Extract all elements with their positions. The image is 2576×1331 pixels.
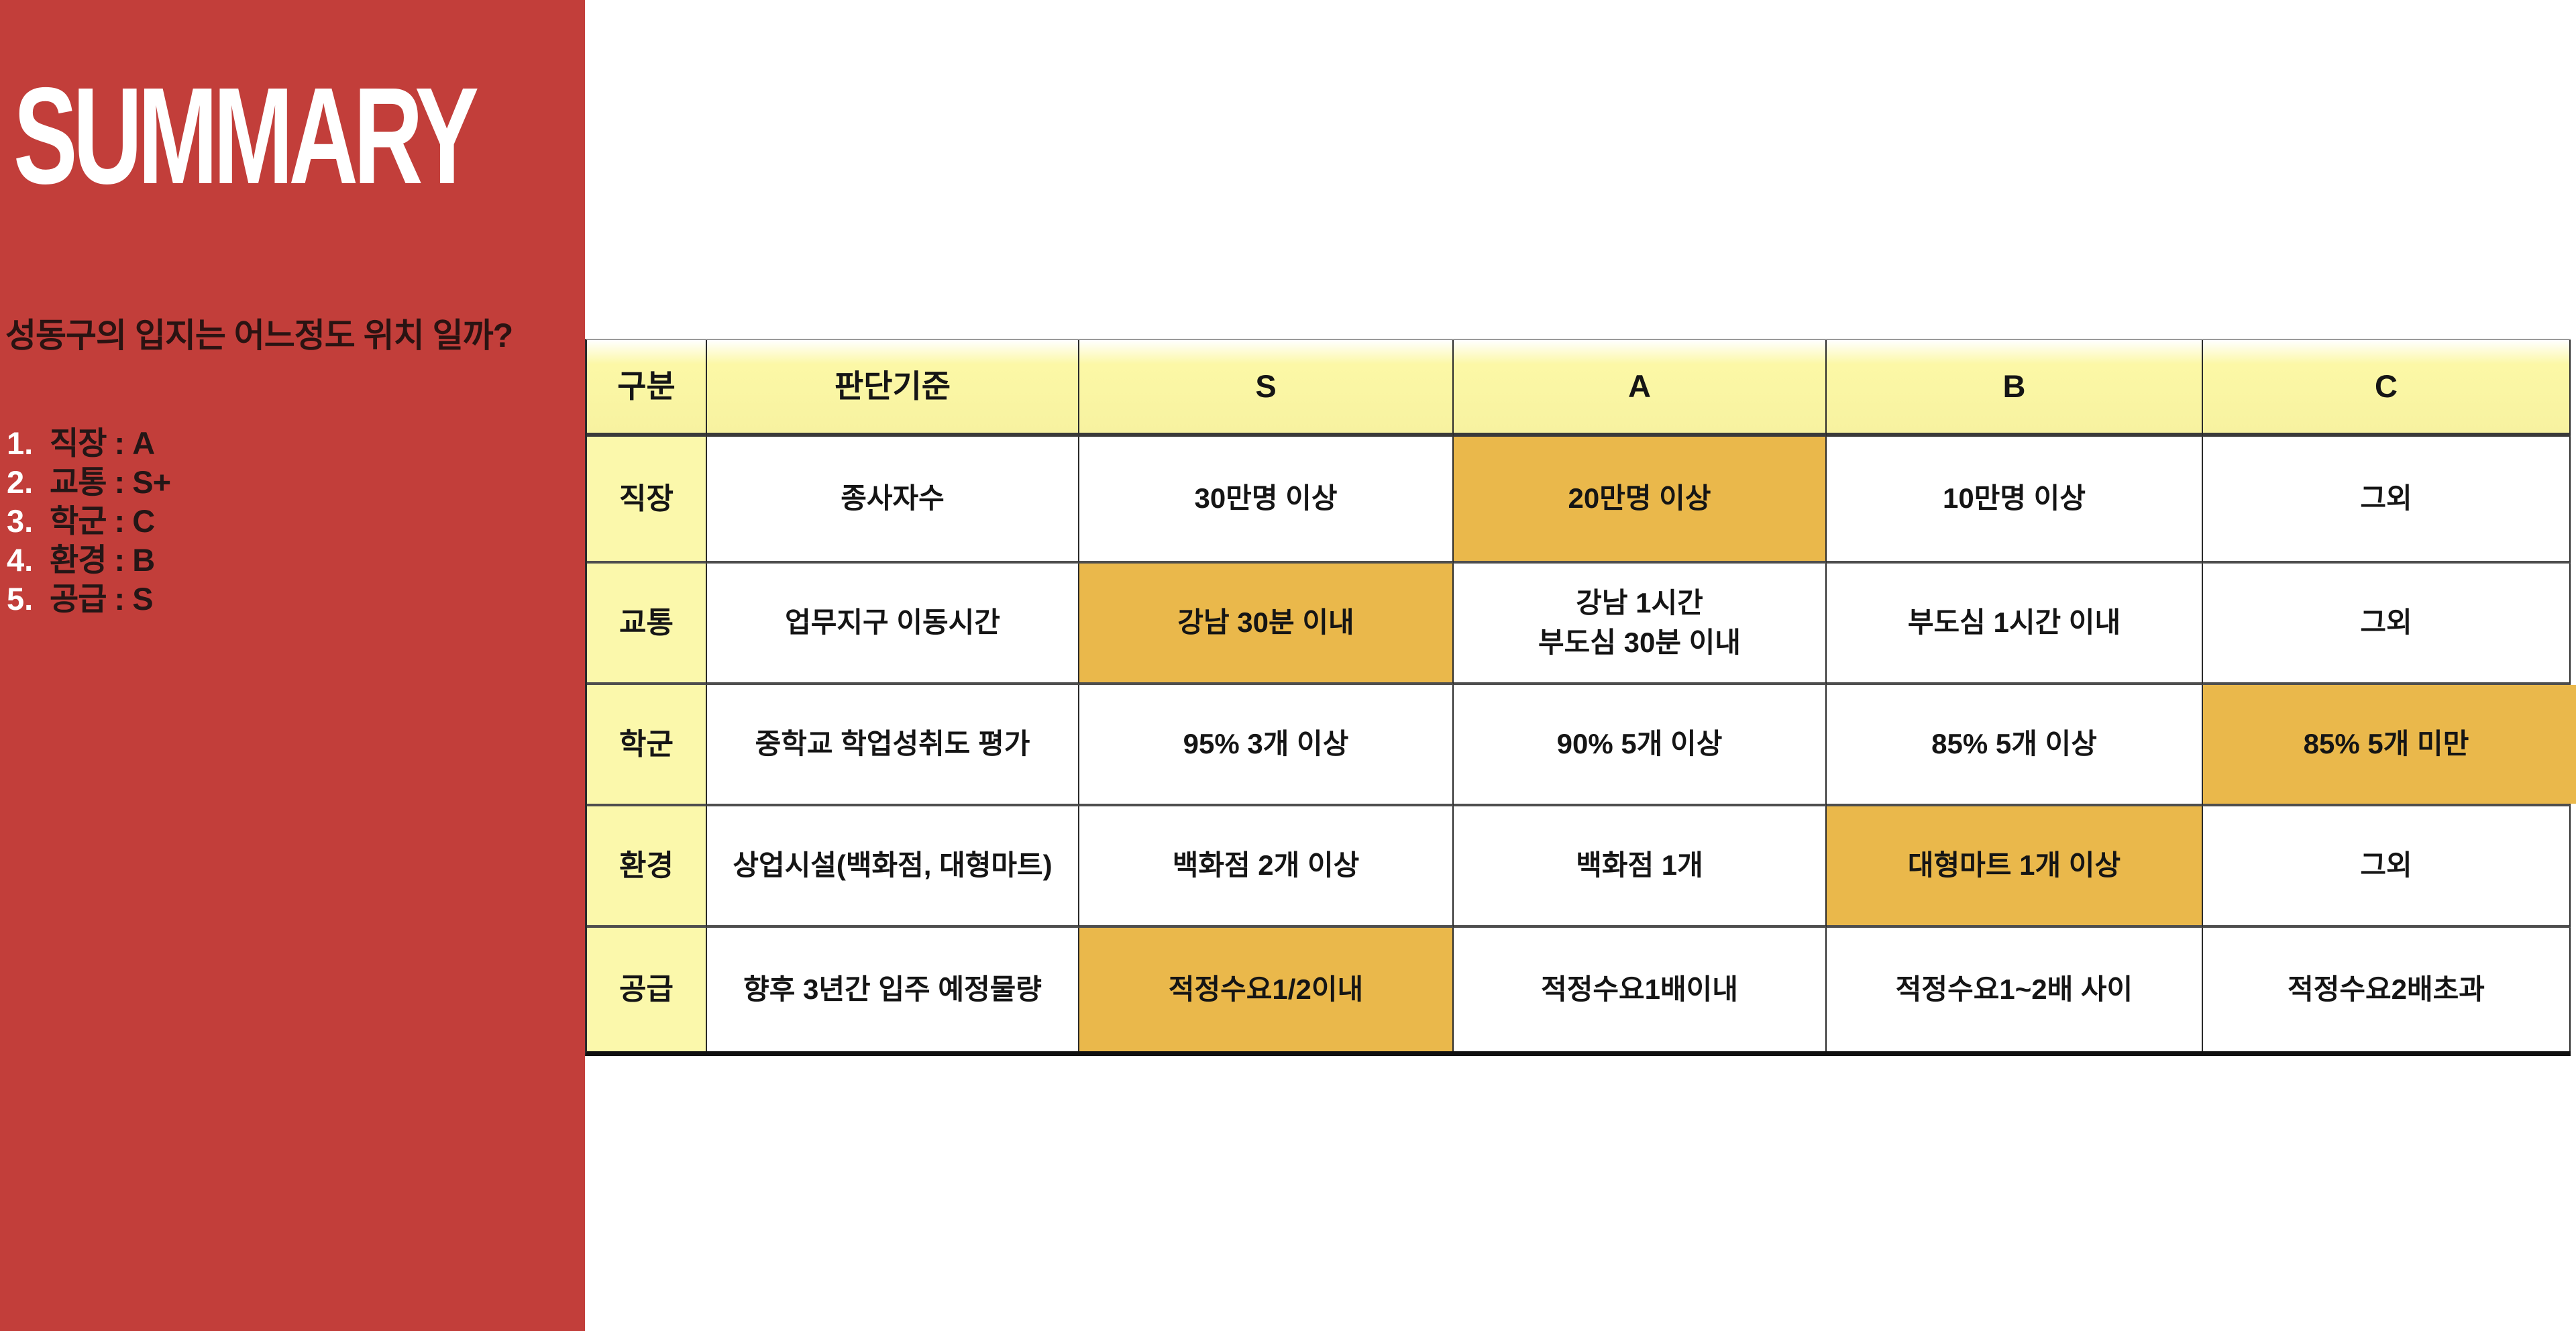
row-header: 교통 <box>587 564 707 685</box>
table-cell: 95% 3개 이상 <box>1079 685 1454 806</box>
table-cell: 백화점 1개 <box>1454 806 1827 928</box>
list-item: 3. 학군 : C <box>7 502 170 541</box>
table-cell: 20만명 이상 <box>1454 437 1827 564</box>
table-cell: 85% 5개 이상 <box>1827 685 2203 806</box>
list-item: 2. 교통 : S+ <box>7 463 171 502</box>
list-item-label: 직장 : A <box>50 425 155 461</box>
table-cell: 30만명 이상 <box>1079 437 1454 564</box>
list-item-label: 학군 : C <box>50 503 155 539</box>
table-cell: 그외 <box>2203 806 2571 928</box>
list-item-number: 1. <box>7 425 34 461</box>
table-cell: 그외 <box>2203 564 2571 685</box>
row-header: 학군 <box>587 685 707 806</box>
location-question: 성동구의 입지는 어느정도 위치 일까? <box>5 317 513 354</box>
table-cell-criteria: 상업시설(백화점, 대형마트) <box>707 806 1079 928</box>
slide-title: SUMMARY <box>13 59 479 213</box>
table-cell: 그외 <box>2203 437 2571 564</box>
list-item: 4. 환경 : B <box>7 541 170 580</box>
table-cell: 85% 5개 미만 <box>2203 685 2576 806</box>
table-cell: 90% 5개 이상 <box>1454 685 1827 806</box>
table-cell: 백화점 2개 이상 <box>1079 806 1454 928</box>
table-cell: 강남 30분 이내 <box>1079 564 1454 685</box>
column-header-a: A <box>1454 340 1827 437</box>
list-item-label: 교통 : S+ <box>50 464 171 500</box>
list-item-label: 환경 : B <box>50 542 155 578</box>
table-cell: 적정수요1~2배 사이 <box>1827 928 2203 1051</box>
table-cell: 부도심 1시간 이내 <box>1827 564 2203 685</box>
column-header-c: C <box>2203 340 2571 437</box>
table-cell-criteria: 중학교 학업성취도 평가 <box>707 685 1079 806</box>
list-item-number: 3. <box>7 503 34 539</box>
column-header-b: B <box>1827 340 2203 437</box>
row-header: 공급 <box>587 928 707 1051</box>
table-cell: 대형마트 1개 이상 <box>1827 806 2203 928</box>
criteria-table: 구분 판단기준 S A B C 직장 종사자수 30만명 이상 20만명 이상 … <box>585 339 2576 1056</box>
list-item-number: 2. <box>7 464 34 500</box>
column-header-s: S <box>1079 340 1454 437</box>
table-cell: 적정수요1배이내 <box>1454 928 1827 1051</box>
row-header: 직장 <box>587 437 707 564</box>
table-cell: 10만명 이상 <box>1827 437 2203 564</box>
list-item: 5. 공급 : S <box>7 580 170 619</box>
list-item: 1. 직장 : A <box>7 424 170 463</box>
list-item-number: 4. <box>7 542 34 578</box>
column-header-criteria: 판단기준 <box>707 340 1079 437</box>
red-sidebar: SUMMARY 성동구의 입지는 어느정도 위치 일까? 1. 직장 : A 2… <box>0 0 585 1331</box>
table-cell-criteria: 업무지구 이동시간 <box>707 564 1079 685</box>
table-cell: 강남 1시간 부도심 30분 이내 <box>1454 564 1827 685</box>
table-cell: 적정수요1/2이내 <box>1079 928 1454 1051</box>
table-cell-criteria: 향후 3년간 입주 예정물량 <box>707 928 1079 1051</box>
table-cell-criteria: 종사자수 <box>707 437 1079 564</box>
row-header: 환경 <box>587 806 707 928</box>
column-header-category: 구분 <box>587 340 707 437</box>
list-item-number: 5. <box>7 581 34 617</box>
table-cell: 적정수요2배초과 <box>2203 928 2571 1051</box>
grade-summary-list: 1. 직장 : A 2. 교통 : S+ 3. 학군 : C 4. 환경 : B… <box>7 424 171 619</box>
list-item-label: 공급 : S <box>50 581 154 617</box>
